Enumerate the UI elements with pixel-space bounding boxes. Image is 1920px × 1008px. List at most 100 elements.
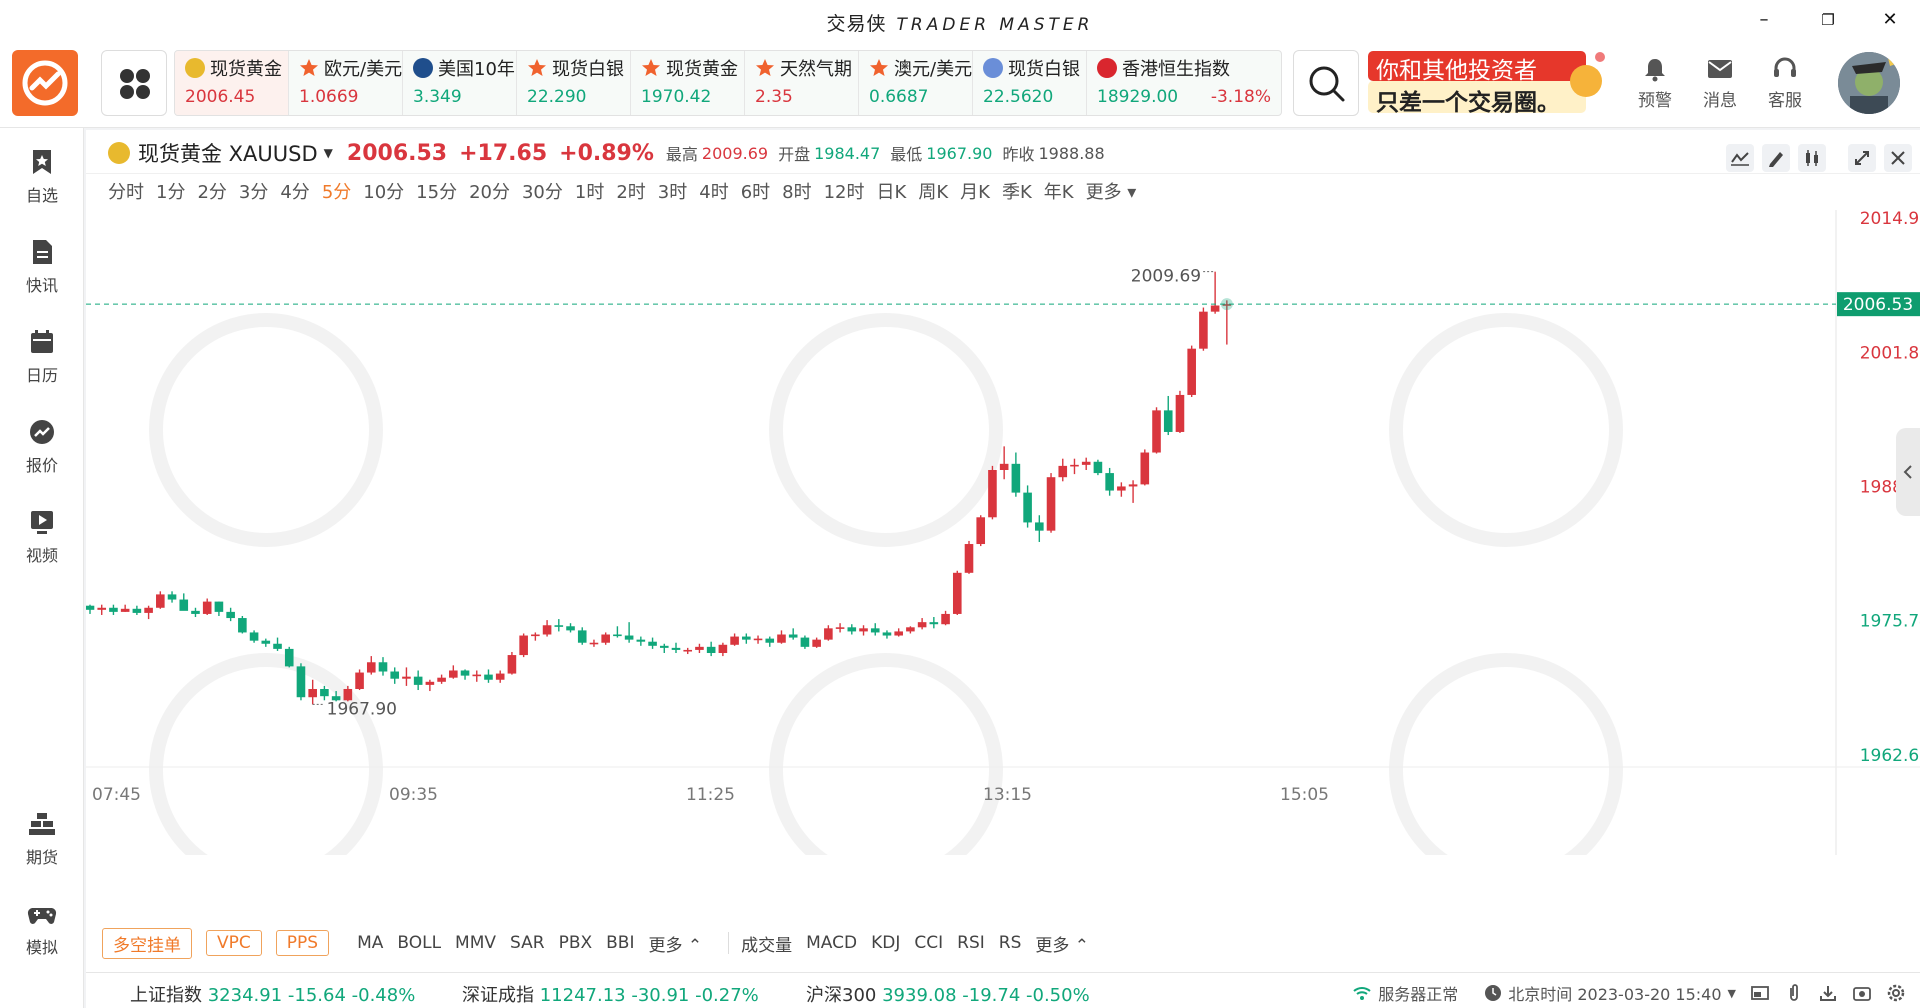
gamepad-icon — [27, 908, 57, 924]
sub-indicator-more[interactable]: 更多 ⌃ — [1035, 935, 1090, 956]
quote-item[interactable]: 现货白银 22.5620 — [973, 51, 1087, 115]
period-15分[interactable]: 15分 — [416, 182, 458, 203]
quote-item[interactable]: 香港恒生指数 18929.00 -3.18% — [1087, 51, 1281, 115]
user-avatar[interactable] — [1838, 52, 1900, 114]
download-icon[interactable] — [1818, 983, 1838, 1003]
sidebar-item-news[interactable]: 快讯 — [0, 238, 84, 296]
candlestick-chart[interactable]: 2014.912001.851988.801975.741962.6807:45… — [86, 210, 1920, 855]
sidebar-item-quote[interactable]: 报价 — [0, 418, 84, 476]
period-1分[interactable]: 1分 — [156, 182, 186, 203]
candle — [777, 630, 786, 644]
draw-tool-button[interactable] — [1762, 144, 1790, 172]
message-button[interactable]: 消息 — [1695, 56, 1745, 111]
tag-pps[interactable]: PPS — [275, 930, 330, 956]
period-6时[interactable]: 6时 — [740, 182, 771, 203]
quote-item[interactable]: 美国10年 3.349 — [403, 51, 517, 115]
indicator-cci[interactable]: CCI — [914, 933, 944, 953]
quote-change: -3.18% — [1210, 87, 1271, 107]
period-周K[interactable]: 周K — [918, 182, 949, 203]
main-indicator-more[interactable]: 更多 ⌃ — [648, 935, 703, 956]
app-logo[interactable] — [12, 50, 78, 116]
x-tick-label: 07:45 — [92, 785, 141, 805]
community-banner[interactable]: 你和其他投资者 只差一个交易圈。 — [1368, 49, 1608, 116]
indicator-mmv[interactable]: MMV — [455, 933, 497, 953]
indicator-ma[interactable]: MA — [357, 933, 384, 953]
period-1时[interactable]: 1时 — [574, 182, 605, 203]
quote-item[interactable]: 天然气期 2.35 — [745, 51, 859, 115]
period-5分[interactable]: 5分 — [321, 182, 352, 203]
service-button[interactable]: 客服 — [1760, 56, 1810, 111]
period-10分[interactable]: 10分 — [363, 182, 405, 203]
period-20分[interactable]: 20分 — [469, 182, 510, 203]
candle — [1093, 459, 1103, 476]
sidebar-item-video[interactable]: 视频 — [0, 508, 84, 566]
sidebar-item-futures[interactable]: 期货 — [0, 810, 84, 868]
period-2分[interactable]: 2分 — [197, 182, 227, 203]
period-日K[interactable]: 日K — [876, 182, 907, 203]
sidebar-item-watchlist[interactable]: 自选 — [0, 148, 84, 206]
indicator-volume[interactable]: 成交量 — [741, 935, 793, 956]
period-8时[interactable]: 8时 — [782, 182, 812, 203]
quote-item[interactable]: 欧元/美元 1.0669 — [289, 51, 403, 115]
window-layout-icon[interactable] — [1750, 983, 1770, 1003]
period-分时[interactable]: 分时 — [108, 182, 144, 203]
indicator-bbi[interactable]: BBI — [606, 933, 635, 953]
period-30分[interactable]: 30分 — [521, 182, 563, 203]
period-更多[interactable]: 更多 ▾ — [1085, 182, 1137, 203]
side-panel-toggle[interactable] — [1896, 428, 1920, 516]
candle — [812, 637, 821, 648]
sidebar-item-simulate[interactable]: 模拟 — [0, 900, 84, 958]
screenshot-icon[interactable] — [1852, 983, 1872, 1003]
quote-item[interactable]: 现货黄金 1970.42 — [631, 51, 745, 115]
quote-item[interactable]: 澳元/美元 0.6687 — [859, 51, 973, 115]
quote-item[interactable]: 现货黄金 2006.45 — [175, 51, 289, 115]
period-月K[interactable]: 月K — [960, 182, 990, 203]
gear-icon[interactable] — [1886, 983, 1906, 1003]
compare-tool-button[interactable] — [1798, 144, 1826, 172]
index-shanghai[interactable]: 上证指数 3234.91 -15.64 -0.48% — [130, 985, 416, 1006]
chevron-down-icon[interactable]: ▼ — [323, 146, 333, 160]
quote-item[interactable]: 现货白银 22.290 — [517, 51, 631, 115]
indicator-kdj[interactable]: KDJ — [871, 933, 901, 953]
sidebar-item-calendar[interactable]: 日历 — [0, 328, 84, 386]
indicator-boll[interactable]: BOLL — [397, 933, 442, 953]
period-2时[interactable]: 2时 — [616, 182, 646, 203]
candle — [1187, 345, 1196, 397]
period-4时[interactable]: 4时 — [699, 182, 729, 203]
indicator-rs[interactable]: RS — [998, 933, 1022, 953]
period-4分[interactable]: 4分 — [280, 182, 310, 203]
close-chart-button[interactable] — [1884, 144, 1912, 172]
indicator-rsi[interactable]: RSI — [957, 933, 985, 953]
candle — [882, 630, 892, 639]
index-shenzhen[interactable]: 深证成指 11247.13 -30.91 -0.27% — [462, 985, 759, 1006]
tag-vpc[interactable]: VPC — [206, 930, 262, 956]
tag-long-short-orders[interactable]: 多空挂单 — [102, 927, 192, 959]
search-button[interactable] — [1293, 50, 1359, 116]
close-button[interactable]: ✕ — [1882, 9, 1898, 30]
indicator-sar[interactable]: SAR — [510, 933, 545, 953]
x-tick-label: 13:15 — [983, 785, 1032, 805]
indicator-macd[interactable]: MACD — [806, 933, 858, 953]
indicator-pbx[interactable]: PBX — [558, 933, 593, 953]
period-年K[interactable]: 年K — [1043, 182, 1074, 203]
candle — [941, 610, 950, 626]
period-季K[interactable]: 季K — [1001, 182, 1032, 203]
period-12时[interactable]: 12时 — [823, 182, 865, 203]
minimize-button[interactable]: – — [1759, 9, 1769, 30]
quote-value: 2006.45 — [185, 87, 256, 107]
period-3时[interactable]: 3时 — [657, 182, 688, 203]
period-3分[interactable]: 3分 — [238, 182, 269, 203]
indicator-tool-button[interactable] — [1726, 144, 1754, 172]
restore-button[interactable]: ❐ — [1821, 11, 1835, 29]
alert-button[interactable]: 预警 — [1630, 56, 1680, 111]
attachment-icon[interactable] — [1784, 983, 1804, 1003]
candle — [531, 632, 540, 641]
period-selector: 分时 1分 2分 3分 4分 5分 10分 15分 20分 30分 1时 2时 3时 4时 6时 8时 12时日… — [108, 178, 1148, 204]
watermark — [149, 313, 1623, 855]
sidebar-label-futures: 期货 — [25, 848, 58, 867]
time-display[interactable]: 北京时间 2023-03-20 15:40 ▼ — [1484, 981, 1736, 1005]
expand-button[interactable] — [1848, 144, 1876, 172]
app-menu-button[interactable] — [101, 50, 167, 116]
symbol-selector[interactable]: 现货黄金 XAUUSD — [138, 142, 318, 166]
index-hs300[interactable]: 沪深300 3939.08 -19.74 -0.50% — [806, 985, 1090, 1006]
